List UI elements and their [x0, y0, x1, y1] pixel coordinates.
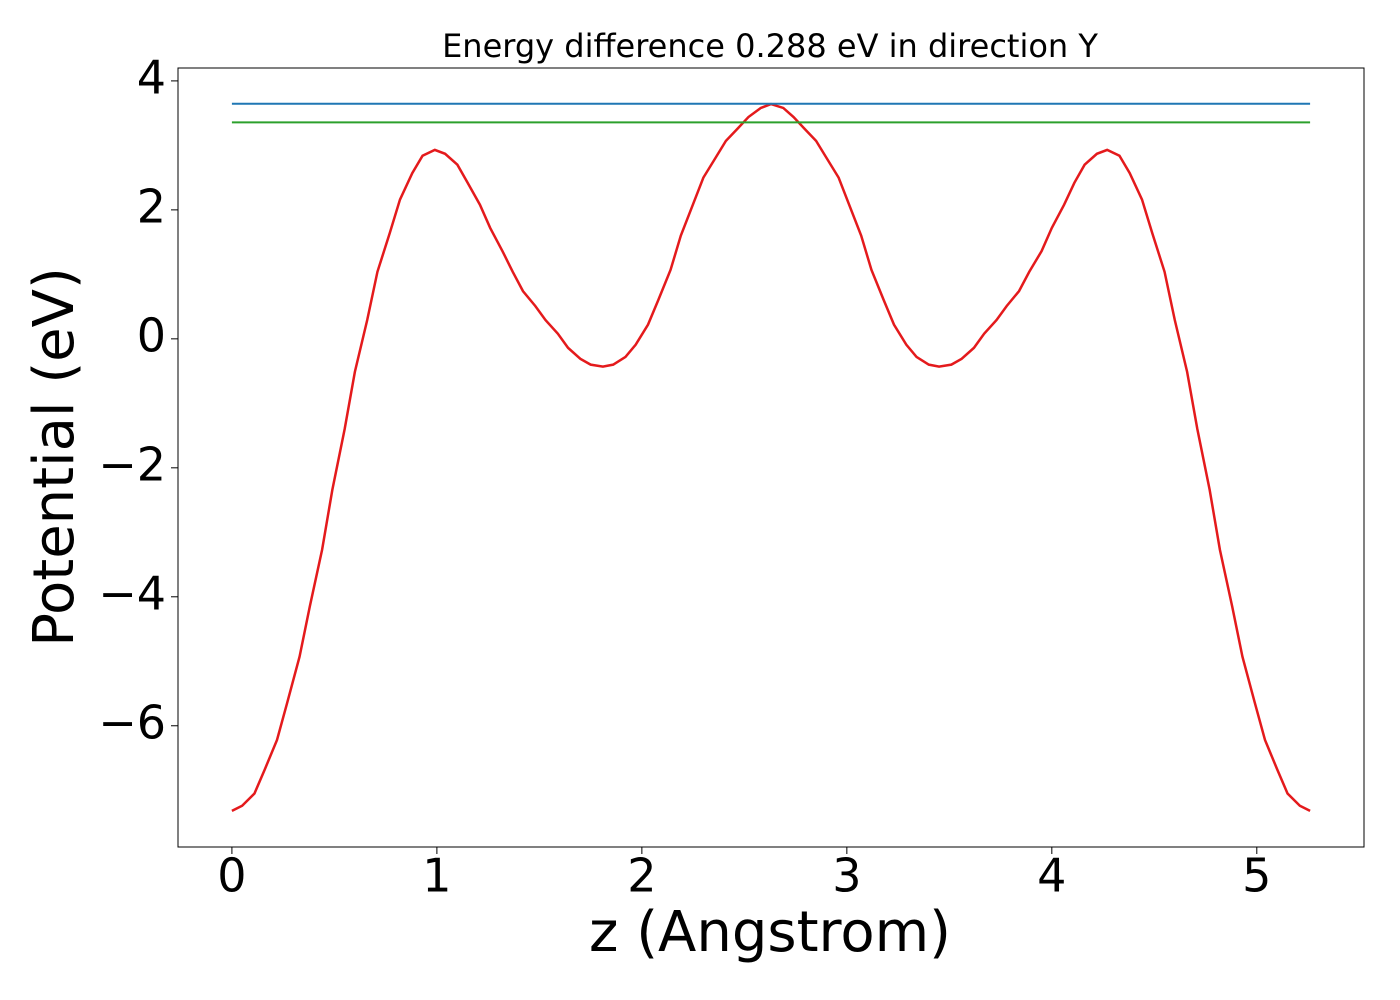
x-tick-label: 5 — [1242, 849, 1271, 903]
y-tick-label: −6 — [98, 695, 166, 749]
x-tick-label: 1 — [422, 849, 451, 903]
plot-frame — [177, 67, 1365, 848]
y-tick-label: −2 — [98, 437, 166, 491]
x-tick-label: 4 — [1037, 849, 1066, 903]
series-line — [231, 102, 1311, 813]
chart-title: Energy difference 0.288 eV in direction … — [442, 27, 1098, 65]
x-axis-label: z (Angstrom) — [589, 900, 951, 965]
x-tick-label: 2 — [627, 849, 656, 903]
y-axis-label: Potential (eV) — [22, 267, 87, 647]
y-tick-label: 4 — [137, 50, 166, 104]
y-tick-label: −4 — [98, 566, 166, 620]
x-tick-label: 3 — [832, 849, 861, 903]
y-tick-label: 0 — [137, 308, 166, 362]
y-tick-label: 2 — [137, 179, 166, 233]
x-tick-label: 0 — [217, 849, 246, 903]
